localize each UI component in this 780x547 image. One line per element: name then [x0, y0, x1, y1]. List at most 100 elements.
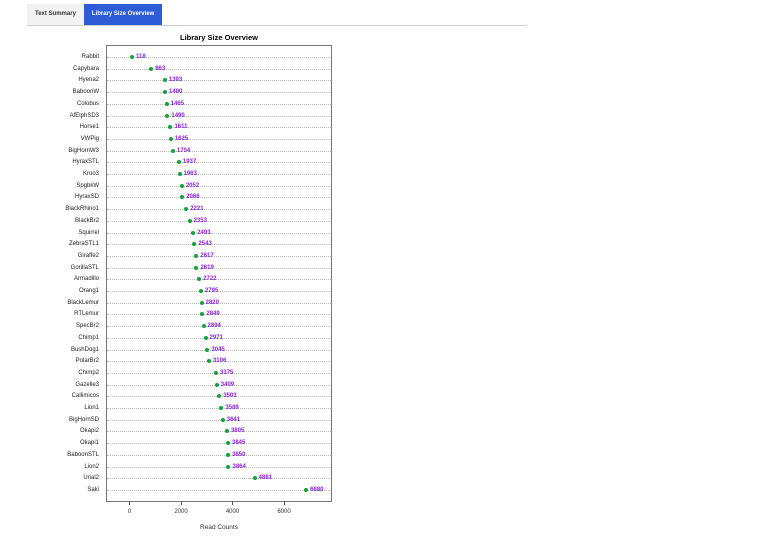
gridline	[107, 326, 331, 328]
gridline	[107, 489, 331, 491]
x-tick	[232, 501, 233, 505]
category-label: Squirrel	[78, 229, 99, 236]
x-tick-label: 0	[127, 509, 132, 515]
category-label: VWPig	[80, 135, 99, 142]
category-label: GorillaSTL	[70, 264, 99, 271]
category-label: HyraxSD	[74, 194, 99, 201]
value-label: 2052	[185, 182, 200, 189]
category-label: Horse1	[79, 124, 99, 131]
data-point	[164, 101, 169, 106]
gridline	[107, 431, 331, 433]
data-point	[192, 242, 197, 247]
value-label: 118	[136, 54, 146, 60]
data-point	[168, 125, 173, 130]
tab-text-summary[interactable]: Text Summary	[27, 4, 84, 25]
category-label: BlackBr2	[74, 217, 99, 224]
category-label: Lion1	[84, 405, 99, 411]
value-label: 2894	[207, 323, 221, 330]
value-label: 2795	[204, 288, 219, 294]
category-label: BaboonSTL	[67, 451, 99, 458]
gridline	[107, 80, 331, 82]
value-label: 863	[155, 65, 166, 72]
data-point	[191, 230, 196, 235]
data-point	[187, 218, 192, 223]
data-point	[226, 464, 231, 469]
category-label: ZebraSTL1	[68, 241, 99, 248]
gridline	[107, 150, 331, 152]
data-point	[170, 148, 175, 153]
x-axis-label: Read Counts	[200, 524, 238, 531]
data-point	[205, 347, 210, 352]
gridline	[107, 337, 331, 339]
data-point	[226, 452, 231, 457]
value-label: 3845	[232, 440, 246, 447]
value-label: 2617	[200, 252, 214, 259]
gridline	[107, 361, 331, 363]
data-point	[165, 113, 170, 118]
value-label: 2971	[209, 334, 223, 341]
data-point	[198, 289, 203, 293]
category-label: Capybara	[72, 65, 99, 72]
category-label: HyraxSTL	[72, 159, 99, 166]
x-tick	[129, 501, 130, 505]
category-label: Colobus	[76, 100, 99, 107]
data-point	[199, 300, 204, 305]
x-tick	[180, 501, 182, 505]
x-tick	[283, 501, 285, 505]
data-point	[168, 136, 173, 141]
data-point	[304, 487, 309, 492]
value-label: 1704	[176, 147, 191, 154]
data-point	[219, 406, 224, 410]
value-label: 2493	[197, 229, 211, 236]
category-label: Armadillo	[73, 276, 99, 283]
value-label: 1490	[171, 112, 185, 119]
gridline	[107, 232, 331, 234]
tab-bar: Text Summary Library Size Overview	[27, 4, 527, 26]
data-point	[197, 277, 202, 282]
value-label: 3409	[220, 381, 235, 388]
category-label: BushDog1	[70, 346, 99, 353]
gridline	[107, 267, 331, 269]
gridline	[107, 103, 331, 105]
gridline	[107, 209, 331, 211]
value-label: 2722	[203, 276, 217, 283]
gridline	[107, 162, 331, 164]
value-label: 3503	[223, 393, 237, 400]
category-label: BigHornW3	[68, 147, 99, 154]
gridline	[107, 372, 331, 374]
data-point	[206, 359, 211, 364]
data-point	[184, 207, 189, 212]
value-label: 3045	[211, 346, 225, 353]
category-label: Chimp2	[78, 369, 99, 376]
plot-area	[106, 45, 332, 502]
category-label: PolarBr2	[75, 358, 99, 365]
category-label: Kroo3	[82, 171, 99, 177]
value-label: 3375	[219, 369, 234, 376]
tab-library-size-overview[interactable]: Library Size Overview	[83, 4, 163, 25]
gridline	[107, 220, 331, 222]
gridline	[107, 244, 331, 246]
data-point	[224, 429, 229, 434]
value-label: 4881	[258, 475, 273, 482]
gridline	[107, 408, 331, 409]
data-point	[203, 335, 208, 340]
category-label: Chimp1	[78, 334, 99, 341]
data-point	[180, 195, 185, 200]
value-label: 1611	[174, 124, 188, 131]
chart-title: Library Size Overview	[180, 33, 258, 42]
value-label: 1937	[182, 159, 197, 166]
category-label: Lion2	[84, 463, 99, 470]
x-tick-label: 2000	[174, 509, 188, 515]
category-label: Saki	[87, 486, 99, 493]
gridline	[107, 349, 331, 351]
data-point	[176, 160, 181, 165]
value-label: 2221	[190, 206, 204, 213]
category-label: Okapi2	[79, 428, 99, 435]
category-label: RTLemur	[74, 311, 99, 318]
category-label: Urial2	[83, 475, 99, 482]
value-label: 1963	[183, 171, 197, 177]
gridline	[107, 92, 331, 94]
data-point	[214, 382, 219, 387]
data-point	[226, 441, 230, 446]
value-label: 6880	[310, 486, 324, 493]
